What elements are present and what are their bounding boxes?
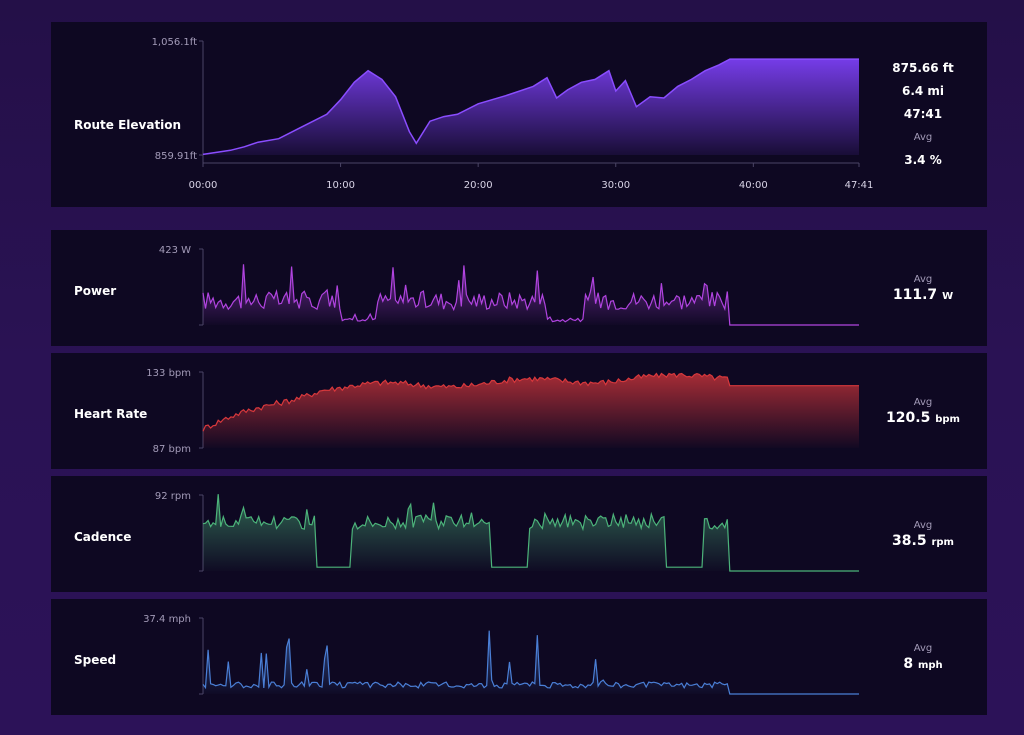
y-max-label: 37.4 mph [143, 614, 191, 625]
avg-value: 38.5 rpm [873, 532, 973, 552]
speed-panel: Speed 37.4 mph Avg 8 mph [51, 599, 987, 715]
panel-title: Speed [74, 653, 117, 667]
cadence-avg: Avg 38.5 rpm [873, 519, 973, 552]
heart-rate-chart[interactable]: 133 bpm 87 bpm [51, 353, 987, 469]
heart-rate-panel: Heart Rate 133 bpm 87 bpm Avg 120.5 bpm [51, 353, 987, 469]
x-tick-label: 00:00 [189, 180, 218, 191]
stat-distance: 6.4 mi [901, 84, 945, 98]
avg-label: Avg [913, 520, 933, 531]
y-max-label: 133 bpm [146, 368, 191, 379]
power-line [202, 264, 859, 326]
elevation-area [203, 59, 859, 155]
panel-title: Heart Rate [74, 407, 148, 421]
cadence-chart[interactable]: 92 rpm [51, 476, 987, 592]
avg-unit: rpm [931, 537, 954, 548]
cadence-panel: Cadence 92 rpm Avg 38.5 rpm [51, 476, 987, 592]
avg-number: 38.5 [892, 533, 927, 549]
power-avg: Avg 111.7 W [873, 273, 973, 306]
x-tick-label: 10:00 [326, 180, 355, 191]
avg-unit: bpm [935, 414, 960, 425]
power-area [203, 264, 859, 325]
avg-number: 120.5 [886, 410, 931, 426]
avg-unit: mph [917, 660, 943, 671]
power-panel: Power 423 W Avg 111.7 W [51, 230, 987, 346]
avg-label: Avg [913, 397, 933, 408]
cadence-line [202, 494, 859, 572]
stat-duration: 47:41 [903, 107, 943, 121]
y-min-label: 859.91ft [155, 151, 197, 162]
panel-title: Route Elevation [74, 118, 182, 132]
heart-rate-avg: Avg 120.5 bpm [873, 396, 973, 429]
stat-avg-label: Avg [913, 132, 933, 143]
x-tick-label: 47:41 [845, 180, 874, 191]
heart-area [203, 373, 859, 448]
y-min-label: 87 bpm [153, 444, 191, 455]
stat-elevation-gain: 875.66 ft [892, 61, 954, 75]
avg-number: 8 [903, 656, 914, 672]
power-chart[interactable]: 423 W [51, 230, 987, 346]
avg-value: 8 mph [873, 655, 973, 675]
avg-label: Avg [913, 274, 933, 285]
avg-value: 111.7 W [873, 286, 973, 306]
elevation-panel: Route Elevation 1,056.1ft 859.91ft 00:00 10… [51, 22, 987, 207]
avg-unit: W [942, 291, 954, 302]
x-tick-label: 20:00 [464, 180, 493, 191]
x-tick-label: 30:00 [601, 180, 630, 191]
speed-chart[interactable]: 37.4 mph [51, 599, 987, 715]
y-max-label: 1,056.1ft [152, 37, 198, 48]
avg-value: 120.5 bpm [873, 409, 973, 429]
y-max-label: 423 W [159, 245, 191, 256]
y-max-label: 92 rpm [155, 491, 191, 502]
elevation-chart[interactable]: 1,056.1ft 859.91ft 00:00 10:00 20:00 30:00 40:… [51, 22, 987, 207]
panel-title: Cadence [74, 530, 132, 544]
panel-title: Power [74, 284, 117, 298]
heart-line [202, 372, 859, 432]
cadence-area [203, 494, 859, 571]
speed-avg: Avg 8 mph [873, 642, 973, 675]
speed-line [202, 630, 859, 695]
elevation-line [202, 58, 859, 156]
elevation-stats: 875.66 ft 6.4 mi 47:41 Avg 3.4 % [873, 57, 973, 172]
avg-label: Avg [913, 643, 933, 654]
avg-number: 111.7 [892, 287, 938, 303]
stat-avg-grade: 3.4 % [904, 153, 942, 167]
x-tick-label: 40:00 [739, 180, 768, 191]
